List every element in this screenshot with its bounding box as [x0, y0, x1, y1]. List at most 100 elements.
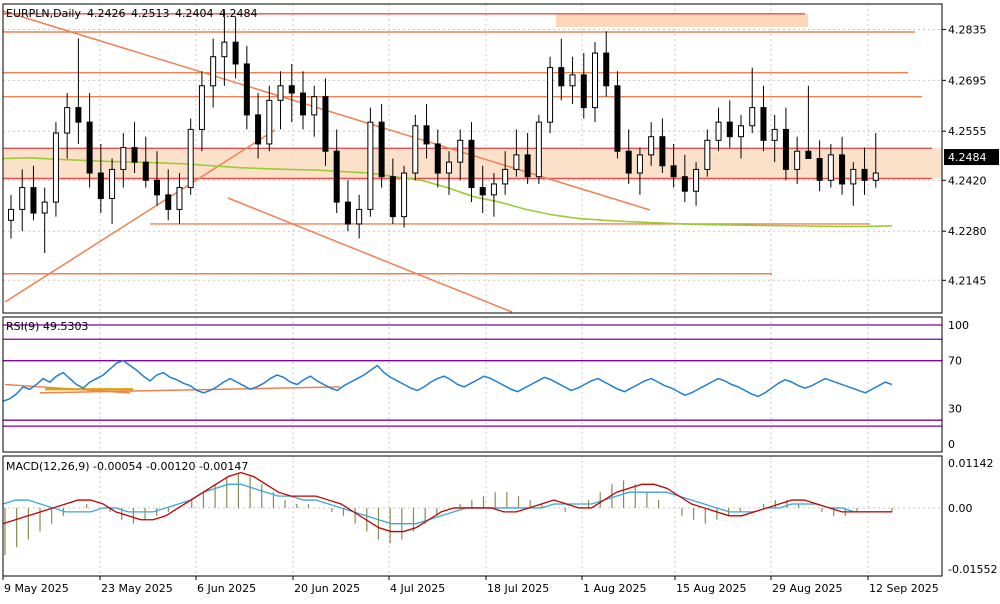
macd-label: MACD(12,26,9) -0.00054 -0.00120 -0.00147 [6, 460, 248, 473]
candle-body [603, 52, 610, 87]
candle-body [266, 99, 273, 145]
candle-body [771, 128, 778, 141]
candle-body [210, 56, 217, 87]
candle-body [569, 74, 576, 87]
ohlc-high: 4.2513 [131, 7, 170, 20]
date-tick-label: 6 Jun 2025 [197, 582, 256, 595]
candle-body [535, 121, 542, 178]
date-tick-label: 15 Aug 2025 [676, 582, 746, 595]
candle-body [131, 147, 138, 163]
candle-body [625, 150, 632, 174]
candle-body [109, 168, 116, 199]
current-price-value: 4.2484 [948, 151, 987, 164]
current-price-tag [944, 149, 999, 166]
candle-body [558, 67, 565, 87]
date-tick-label: 12 Sep 2025 [869, 582, 939, 595]
candle-body [782, 128, 789, 170]
candle-body [165, 194, 172, 210]
candle-body [794, 150, 801, 170]
candle-body [614, 85, 621, 152]
candle-body [322, 96, 329, 152]
candle-body [52, 132, 59, 203]
candle-body [344, 201, 351, 225]
candle-body [30, 187, 37, 214]
candle-body [805, 150, 812, 160]
candle-body [502, 168, 509, 185]
candle-body [715, 121, 722, 141]
candle-body [423, 125, 430, 145]
candle-body [412, 125, 419, 174]
date-tick-label: 1 Aug 2025 [583, 582, 646, 595]
candle-body [704, 139, 711, 170]
candle-body [356, 208, 363, 225]
candle-body [648, 136, 655, 156]
candle-body [670, 165, 677, 178]
panel-frame [2, 3, 943, 314]
candle-body [389, 176, 396, 218]
date-tick-label: 9 May 2025 [4, 582, 69, 595]
rsi-level-label: 0 [948, 438, 955, 451]
candle-body [547, 67, 554, 123]
candle-body [827, 154, 834, 181]
candle-body [41, 201, 48, 214]
candle-body [592, 52, 598, 109]
rsi-label: RSI(9) 49.5303 [6, 320, 88, 333]
candle-body [86, 121, 93, 174]
candle-body [693, 168, 700, 192]
candle-body [726, 121, 733, 138]
candle-body [681, 176, 688, 192]
macd-main-line [2, 471, 892, 533]
date-tick-label: 4 Jul 2025 [390, 582, 445, 595]
candle-body [513, 154, 520, 170]
price-tick-label: 4.2835 [948, 23, 987, 36]
date-tick-label: 18 Jul 2025 [487, 582, 549, 595]
candle-body [187, 128, 194, 189]
candle-body [75, 107, 82, 123]
price-tick-label: 4.2145 [948, 274, 987, 287]
candle-body [333, 150, 340, 203]
resistance-zone [556, 13, 808, 27]
candle-body [198, 85, 205, 130]
candle-body [255, 114, 262, 145]
candle-body [154, 179, 160, 196]
rsi-line [2, 359, 893, 402]
date-tick-label: 29 Aug 2025 [772, 582, 842, 595]
rsi-level-label: 30 [948, 402, 962, 415]
candle-body [636, 154, 643, 174]
symbol-label: EURPLN,Daily [6, 7, 81, 20]
candle-body [839, 154, 846, 185]
candle-body [479, 187, 486, 196]
candle-body [311, 96, 318, 116]
candle-body [64, 107, 71, 134]
candle-body [749, 107, 756, 127]
candle-body [816, 158, 823, 181]
price-tick-label: 4.2280 [948, 225, 987, 238]
candle-body [19, 187, 26, 210]
ohlc-low: 4.2404 [175, 7, 214, 20]
candle-body [490, 183, 497, 196]
price-tick-label: 4.2555 [948, 125, 987, 138]
candle-body [300, 92, 306, 116]
rsi-trend-line [39, 386, 341, 394]
candle-body [446, 161, 452, 174]
candle-body [221, 41, 228, 58]
candle-body [277, 85, 284, 101]
candle-body [120, 147, 127, 170]
macd-tick-label: -0.01552 [948, 563, 997, 576]
candle-body [288, 85, 295, 94]
candle-body [872, 172, 879, 181]
candle-body [457, 139, 464, 163]
trend-line [4, 129, 276, 303]
moving-average-line [2, 156, 893, 228]
candle-body [850, 168, 857, 185]
candle-body [367, 121, 374, 210]
candle-body [243, 63, 250, 116]
candle-body [434, 143, 441, 174]
rsi-level-label: 100 [948, 319, 969, 332]
candle-body [8, 208, 14, 221]
candle-body [176, 187, 183, 210]
price-tick-label: 4.2695 [948, 74, 987, 87]
candle-body [232, 41, 239, 65]
